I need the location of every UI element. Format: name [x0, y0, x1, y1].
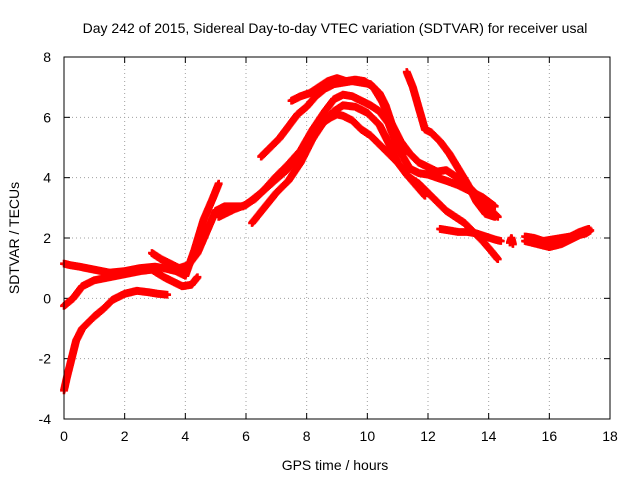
x-tick-label: 0: [60, 428, 68, 444]
series-track-14: [521, 225, 593, 245]
plot-area: [60, 68, 595, 395]
y-tick-label: 8: [43, 49, 51, 65]
y-tick-label: 4: [43, 170, 51, 186]
y-tick-label: 2: [43, 230, 51, 246]
series-track-6: [248, 110, 402, 227]
chart-title: Day 242 of 2015, Sidereal Day-to-day VTE…: [83, 20, 588, 36]
x-tick-label: 14: [481, 428, 497, 444]
x-tick-label: 18: [602, 428, 618, 444]
y-tick-label: -4: [39, 411, 52, 427]
x-tick-label: 16: [542, 428, 558, 444]
x-tick-label: 8: [303, 428, 311, 444]
x-tick-label: 2: [121, 428, 129, 444]
x-axis-label: GPS time / hours: [282, 457, 389, 473]
x-tick-label: 12: [420, 428, 436, 444]
series-track-11: [436, 225, 505, 245]
y-tick-label: 6: [43, 109, 51, 125]
series-track-12: [506, 234, 517, 248]
y-tick-label: 0: [43, 290, 51, 306]
tick-labels: 0 2 4 6 8 10 12 14 16 18 -4 -2 0 2 4 6 8: [39, 49, 618, 444]
y-axis-label: SDTVAR / TECUs: [6, 182, 22, 294]
x-tick-label: 4: [181, 428, 189, 444]
x-tick-label: 6: [242, 428, 250, 444]
series-track-9: [402, 68, 499, 221]
x-tick-label: 10: [360, 428, 376, 444]
plot-frame: [63, 56, 611, 420]
y-tick-label: -2: [39, 351, 52, 367]
